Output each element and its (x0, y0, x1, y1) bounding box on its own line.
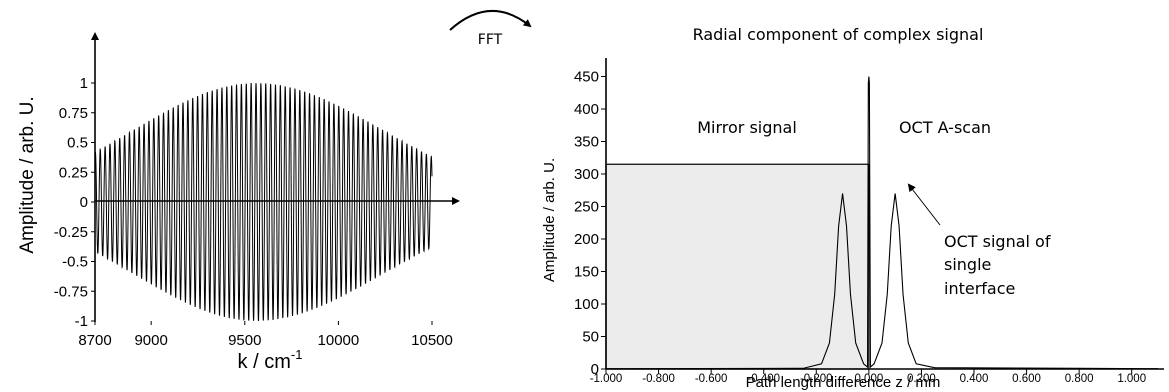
left-y-axis-label: Amplitude / arb. U. (17, 96, 38, 253)
left-y-tick-label: -0.25 (54, 224, 88, 241)
right-y-tick-label: 450 (574, 69, 599, 86)
right-x-tick-label: 0.200 (907, 373, 936, 385)
radial-component-chart: Radial component of complex signal 450 40… (541, 25, 1164, 391)
right-y-tick-label: 400 (574, 101, 599, 118)
right-x-tick-label: -0.800 (642, 373, 675, 385)
right-y-tick-label: 200 (574, 231, 599, 248)
left-x-tick-label: 10500 (411, 332, 453, 349)
right-y-tick-label: 0 (591, 361, 599, 378)
mirror-shaded-region (605, 163, 870, 370)
interferogram-line (94, 83, 433, 322)
fft-arrow-group: FFT (449, 10, 532, 48)
right-y-tick-label: 50 (582, 329, 599, 346)
peak-annotation-line-1: OCT signal of (944, 232, 1051, 251)
right-y-tick-label: 300 (574, 166, 599, 183)
left-y-tick-label: -1 (75, 313, 88, 330)
right-x-axis-label: Path length difference z / mm (746, 374, 941, 391)
oct-ascan-label: OCT A-scan (899, 118, 991, 137)
left-y-tick-label: 0.5 (67, 135, 88, 152)
left-y-ticks: 1 0.75 0.5 0.25 0 -0.25 -0.5 -0.75 -1 (54, 75, 95, 330)
mirror-signal-label: Mirror signal (697, 118, 797, 137)
right-x-tick-label: -0.400 (747, 373, 780, 385)
fft-label: FFT (478, 32, 503, 48)
right-y-tick-label: 100 (574, 296, 599, 313)
right-y-ticks: 450 400 350 300 250 200 150 100 50 0 (574, 69, 606, 378)
right-x-tick-label: 0.800 (1065, 373, 1094, 385)
left-y-tick-label: -0.5 (62, 254, 88, 271)
right-x-ticks: -1.000 -0.800 -0.600 -0.400 -0.200 0.000 0.200… (590, 369, 1146, 385)
interferogram-series (94, 83, 433, 322)
left-x-ticks: 8700 9000 9500 10000 10500 (78, 321, 453, 349)
peak-annotation-line-2: single (944, 255, 991, 274)
left-x-tick-label: 9500 (228, 332, 261, 349)
left-y-tick-label: 0 (80, 194, 88, 211)
left-y-tick-label: -0.75 (54, 283, 88, 300)
peak-pointer-arrow (907, 183, 941, 226)
left-x-tick-label: 8700 (78, 332, 111, 349)
left-y-tick-label: 0.25 (59, 164, 88, 181)
left-x-tick-label: 10000 (318, 332, 360, 349)
right-x-tick-label: -0.600 (695, 373, 728, 385)
right-x-tick-label: -0.200 (800, 373, 833, 385)
interferogram-chart: 1 0.75 0.5 0.25 0 -0.25 -0.5 -0.75 -1 8700 9000 95… (17, 32, 460, 373)
left-y-tick-label: 1 (80, 75, 88, 92)
right-x-tick-label: -1.000 (590, 373, 623, 385)
right-x-tick-label: 0.600 (1012, 373, 1041, 385)
right-x-tick-label: 1.000 (1117, 373, 1146, 385)
left-x-tick-label: 9000 (134, 332, 167, 349)
left-x-axis-label-exponent: -1 (291, 347, 303, 362)
right-y-tick-label: 250 (574, 199, 599, 216)
peak-annotation-line-3: interface (944, 279, 1015, 298)
right-y-tick-label: 150 (574, 264, 599, 281)
left-x-axis-label-text: k / cm (238, 351, 291, 373)
radial-signal-line (605, 76, 1159, 370)
right-y-tick-label: 350 (574, 134, 599, 151)
left-y-tick-label: 0.75 (59, 105, 88, 122)
right-y-axis-label: Amplitude / arb. U. (541, 158, 558, 282)
right-x-tick-label: 0.400 (960, 373, 989, 385)
fft-arrow (449, 10, 532, 31)
left-x-axis-label: k / cm-1 (238, 347, 303, 373)
right-x-tick-label: 0.000 (854, 373, 883, 385)
right-chart-title: Radial component of complex signal (693, 25, 984, 44)
